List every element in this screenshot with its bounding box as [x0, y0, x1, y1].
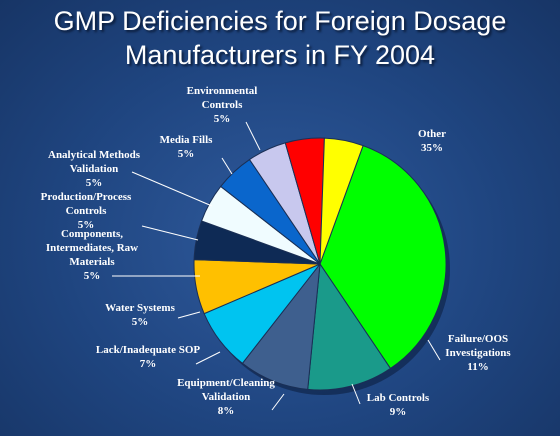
slice-label-line: Analytical Methods [48, 149, 141, 161]
leader-line-9 [131, 171, 213, 207]
slice-label-line: Controls [66, 205, 107, 217]
slice-value-8: 5% [78, 219, 95, 231]
slice-value-7: 5% [84, 270, 101, 282]
leader-line-4 [271, 393, 285, 411]
slice-label-1: Other 35% [418, 128, 446, 154]
leader-line-3 [351, 383, 361, 405]
pie-slice-11 [319, 137, 364, 265]
slice-value-4: 8% [218, 405, 235, 417]
slice-label-5: Lack/Inadequate SOP 7% [96, 344, 200, 370]
slice-label-line: Components, [61, 228, 123, 240]
leader-line-11 [245, 121, 261, 151]
leader-line-6 [177, 311, 201, 319]
slice-label-line: Validation [70, 163, 119, 175]
slice-label-11: Environmental Controls 5% [187, 85, 258, 125]
slice-value-11: 5% [214, 113, 231, 125]
slice-label-line: Failure/OOS [448, 333, 508, 345]
slice-label-line: Water Systems [105, 302, 175, 314]
slice-value-1: 35% [421, 142, 443, 154]
leader-line-8 [141, 225, 199, 241]
slice-value-2: 11% [467, 361, 488, 373]
slice-label-7: Components, Intermediates, Raw Materials 5% [46, 228, 138, 282]
slice-label-2: Failure/OOS Investigations 11% [445, 333, 511, 373]
slice-label-9: Analytical Methods Validation 5% [48, 149, 141, 189]
slice-label-line: Lack/Inadequate SOP [96, 344, 200, 356]
slice-value-3: 9% [390, 406, 407, 418]
chart-title: GMP Deficiencies for Foreign Dosage Manu… [0, 4, 560, 72]
pie-slice-1 [319, 144, 447, 370]
slice-label-line: Environmental [187, 85, 258, 97]
slice-label-line: Other [418, 128, 446, 140]
slice-label-line: Lab Controls [367, 392, 430, 404]
leader-line-10 [221, 157, 233, 175]
leader-line-5 [195, 351, 221, 365]
slice-value-5: 7% [140, 358, 157, 370]
slice-value-10: 5% [178, 148, 195, 160]
slice-label-6: Water Systems 5% [105, 302, 175, 328]
slice-label-line: Production/Process [41, 191, 132, 203]
slice-value-6: 5% [132, 316, 149, 328]
slice-label-4: Equipment/Cleaning Validation 8% [177, 377, 275, 417]
slice-label-line: Investigations [445, 347, 511, 359]
slice-label-line: Controls [202, 99, 243, 111]
slice-label-line: Media Fills [160, 134, 214, 146]
leader-line-2 [427, 339, 441, 361]
slice-label-line: Materials [69, 256, 115, 268]
slice-label-line: Validation [202, 391, 251, 403]
slice-label-3: Lab Controls 9% [367, 392, 430, 418]
slice-label-8: Production/Process Controls 5% [41, 191, 132, 231]
pie-slice-2 [307, 262, 392, 391]
slice-value-9: 5% [86, 177, 103, 189]
slice-label-line: Intermediates, Raw [46, 242, 138, 254]
slice-label-10: Media Fills 5% [160, 134, 214, 160]
chart-title-line-2: Manufacturers in FY 2004 [124, 40, 436, 70]
chart-title-line-1: GMP Deficiencies for Foreign Dosage [53, 6, 507, 36]
slice-label-line: Equipment/Cleaning [177, 377, 275, 389]
